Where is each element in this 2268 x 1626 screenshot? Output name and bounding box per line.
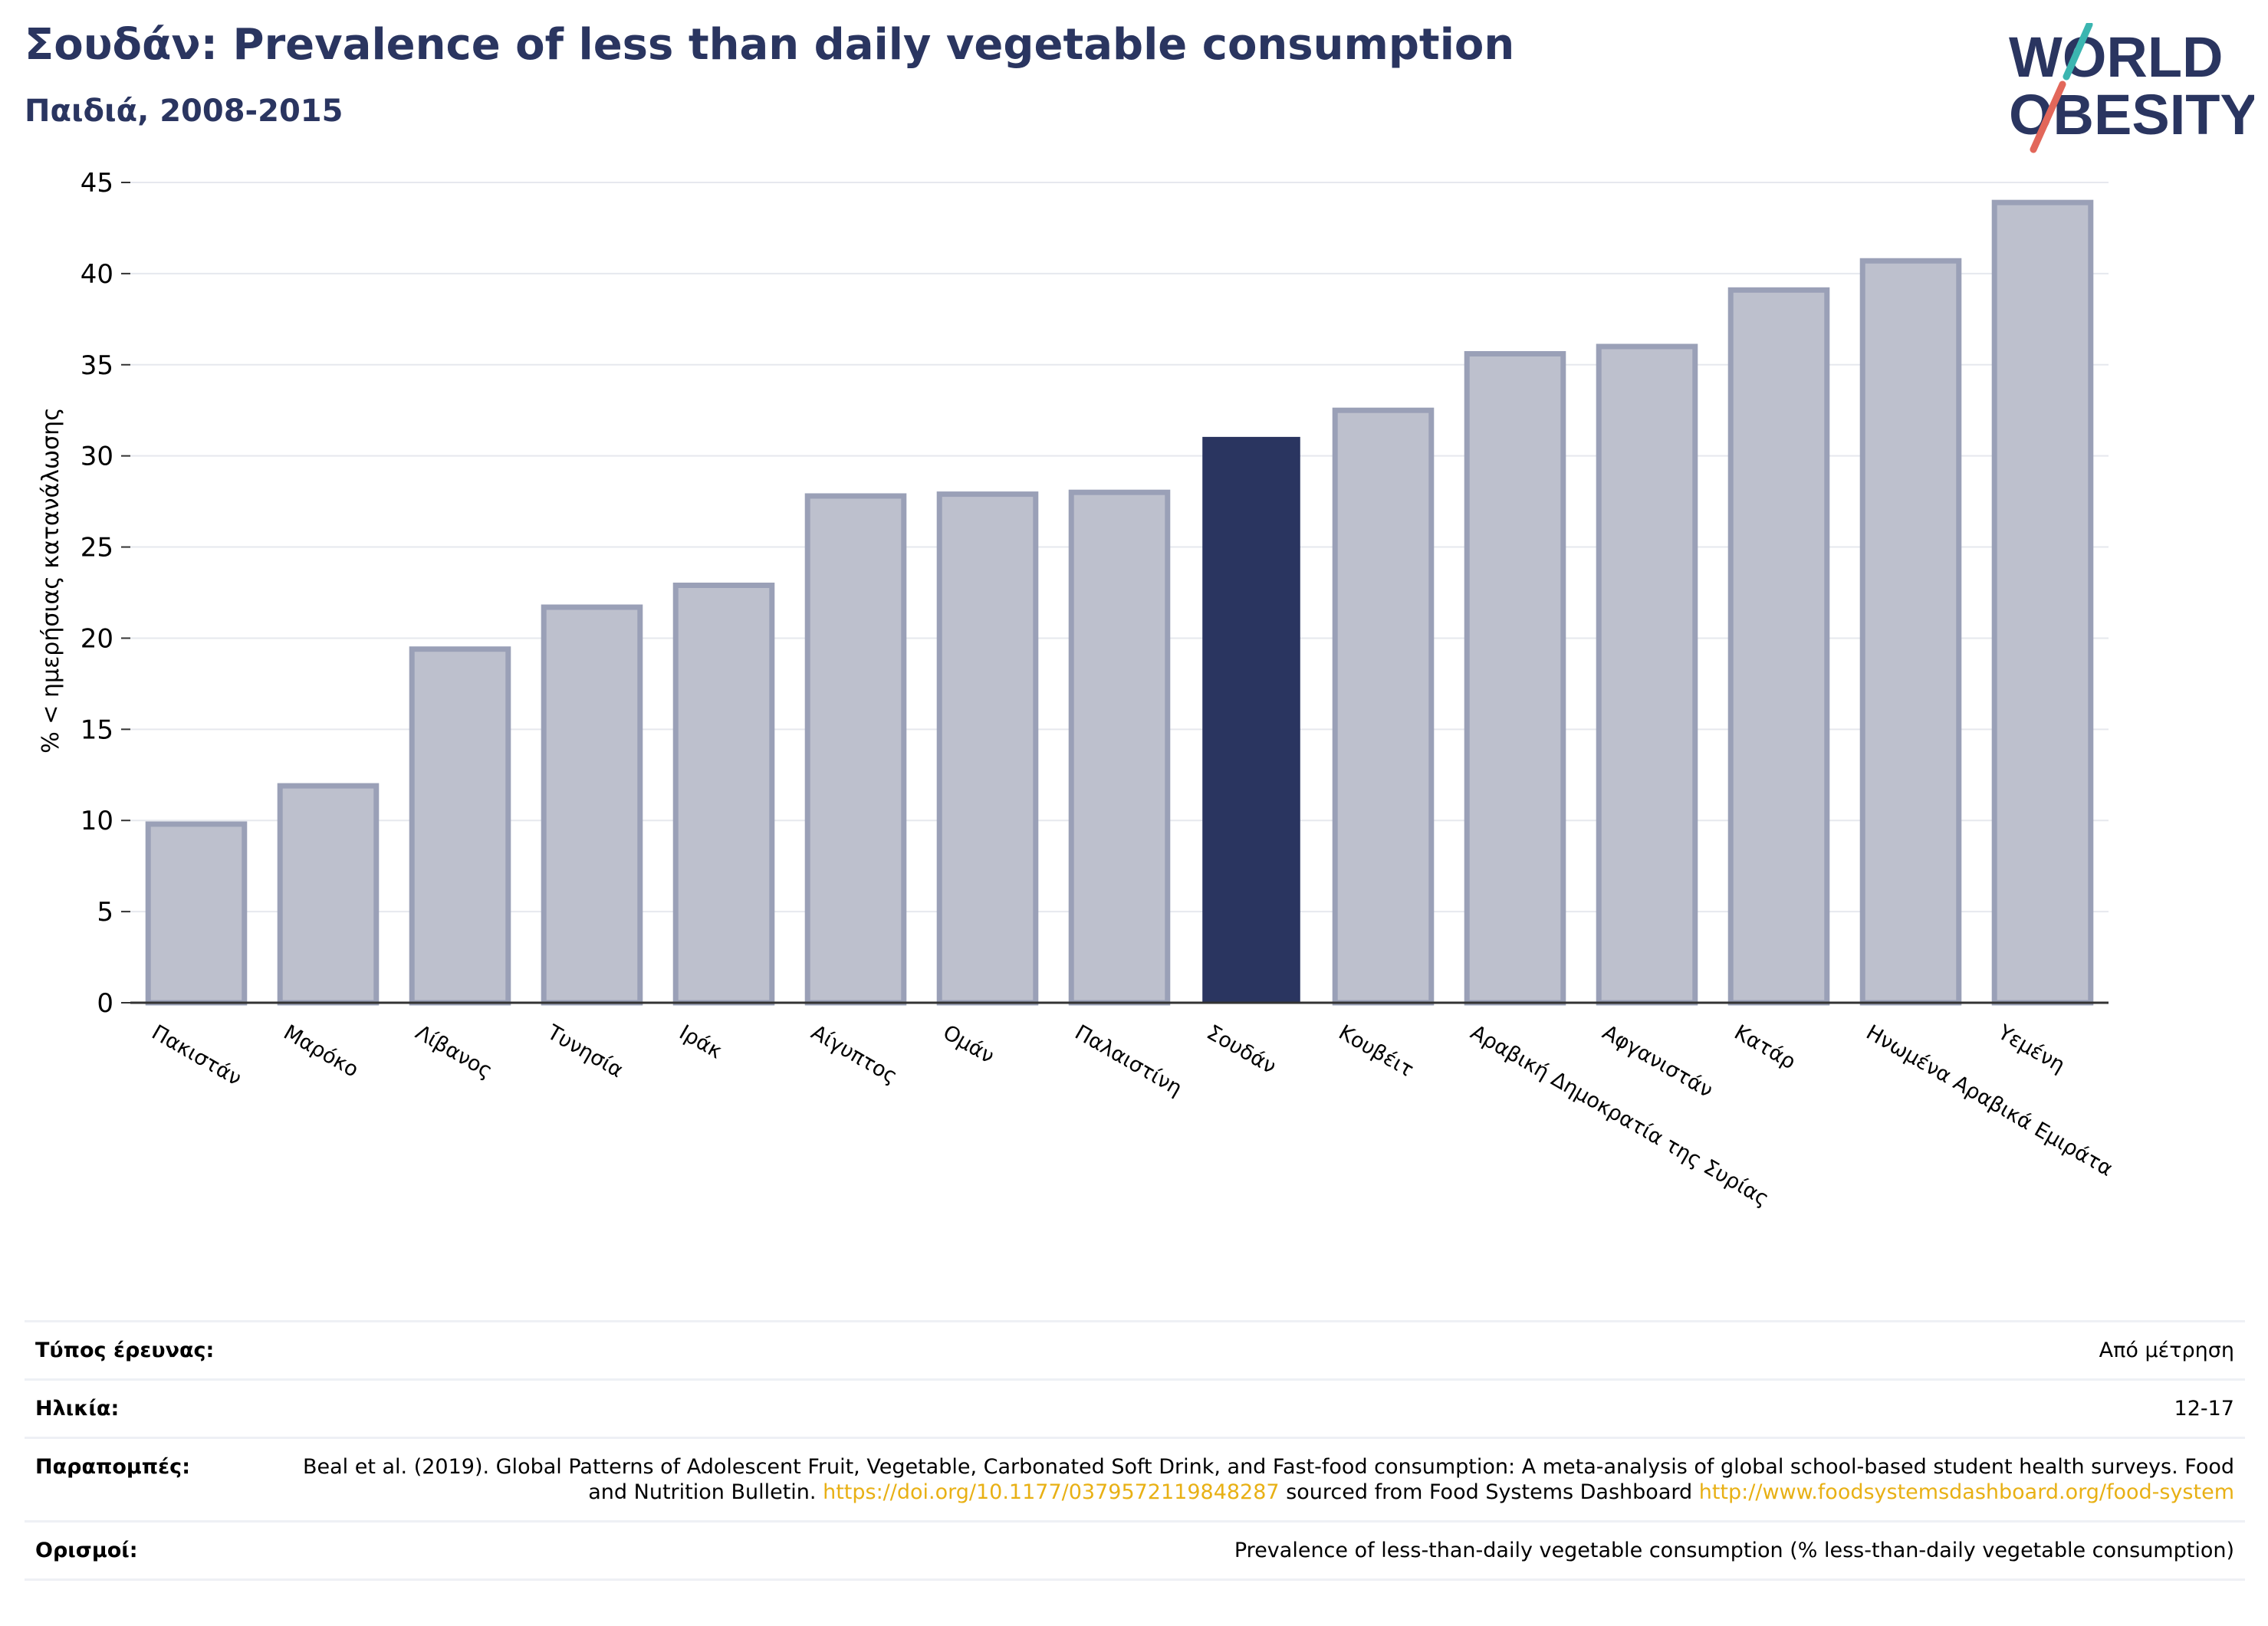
- x-tick-label: Αίγυπτος: [807, 1020, 902, 1089]
- x-tick-label: Σουδάν: [1203, 1020, 1280, 1079]
- x-tick-label: Λίβανος: [412, 1020, 497, 1083]
- doi-link[interactable]: https://doi.org/10.1177/0379572119848287: [823, 1480, 1280, 1504]
- y-tick-label: 40: [81, 259, 113, 290]
- logo-slash-teal: [2063, 23, 2093, 80]
- x-tick-label: Ιράκ: [675, 1020, 727, 1063]
- survey-type-value: Από μέτρηση: [276, 1320, 2245, 1381]
- y-tick-label: 0: [97, 988, 113, 1019]
- x-tick-label: Μαρόκο: [280, 1020, 363, 1082]
- logo-word-world: WORLD: [2009, 25, 2224, 89]
- chart-subtitle: Παιδιά, 2008-2015: [25, 94, 343, 129]
- bar: [1332, 407, 1435, 1006]
- definitions-label: Ορισμοί:: [25, 1520, 276, 1581]
- y-tick-label: 35: [81, 350, 113, 381]
- y-tick-label: 10: [81, 806, 113, 836]
- info-row-age: Ηλικία: 12-17: [25, 1378, 2245, 1439]
- bar: [541, 604, 643, 1006]
- references-label: Παραπομπές:: [25, 1437, 276, 1523]
- dashboard-link[interactable]: http://www.foodsystemsdashboard.org/food…: [1698, 1480, 2234, 1504]
- x-tick-label: Τυνησία: [543, 1020, 627, 1083]
- x-tick-label: Αφγανιστάν: [1599, 1020, 1717, 1102]
- references-value: Beal et al. (2019). Global Patterns of A…: [276, 1437, 2245, 1523]
- bar: [1859, 258, 1962, 1006]
- bar: [1991, 199, 2094, 1006]
- bar: [145, 821, 248, 1006]
- bars: [145, 199, 2094, 1006]
- age-value: 12-17: [276, 1378, 2245, 1439]
- world-obesity-logo: WORLD OBESITY: [2009, 23, 2254, 153]
- bar: [672, 582, 775, 1006]
- bar: [1464, 351, 1566, 1006]
- info-table: Τύπος έρευνας: Από μέτρηση Ηλικία: 12-17…: [25, 1320, 2245, 1581]
- y-tick-label: 45: [81, 168, 113, 199]
- bar: [936, 491, 1039, 1006]
- x-tick-label: Παλαιστίνη: [1071, 1020, 1186, 1101]
- x-tick-label: Πακιστάν: [148, 1020, 246, 1091]
- age-label: Ηλικία:: [25, 1378, 276, 1439]
- chart-title: Σουδάν: Prevalence of less than daily ve…: [25, 20, 1515, 70]
- y-tick-label: 30: [81, 442, 113, 472]
- bar: [277, 783, 380, 1006]
- x-tick-label: Ηνωμένα Αραβικά Εμιράτα: [1862, 1020, 2117, 1181]
- y-tick-label: 5: [97, 897, 113, 928]
- y-axis-label: % < ημερήσιας κατανάλωσης: [38, 407, 64, 754]
- y-tick-label: 15: [81, 714, 113, 745]
- references-text-2: sourced from Food Systems Dashboard: [1286, 1480, 1693, 1504]
- info-row-references: Παραπομπές: Beal et al. (2019). Global P…: [25, 1437, 2245, 1523]
- x-tick-label: Ομάν: [939, 1020, 998, 1069]
- info-row-definitions: Ορισμοί: Prevalence of less-than-daily v…: [25, 1520, 2245, 1581]
- bar-highlighted: [1202, 436, 1300, 1004]
- definitions-value: Prevalence of less-than-daily vegetable …: [276, 1520, 2245, 1581]
- logo-slash-coral: [2030, 80, 2066, 153]
- x-tick-label: Υεμένη: [1994, 1020, 2069, 1078]
- references-text-1: Beal et al. (2019). Global Patterns of A…: [302, 1455, 2234, 1504]
- bar: [1727, 287, 1830, 1006]
- bar: [1068, 489, 1171, 1006]
- bar-chart: 0 5 10 15 20 25 30 35 40 45 Πακιστάν Μαρόκο Λίβανος Τ…: [38, 168, 2117, 1211]
- info-row-survey: Τύπος έρευνας: Από μέτρηση: [25, 1320, 2245, 1381]
- bar: [409, 646, 511, 1006]
- x-tick-label: Κατάρ: [1731, 1020, 1800, 1074]
- y-tick-label: 25: [81, 533, 113, 563]
- bar: [804, 493, 907, 1006]
- y-tick-label: 20: [81, 623, 113, 654]
- bar: [1596, 343, 1698, 1006]
- x-tick-label: Κουβέιτ: [1335, 1020, 1418, 1082]
- survey-type-label: Τύπος έρευνας:: [25, 1320, 276, 1381]
